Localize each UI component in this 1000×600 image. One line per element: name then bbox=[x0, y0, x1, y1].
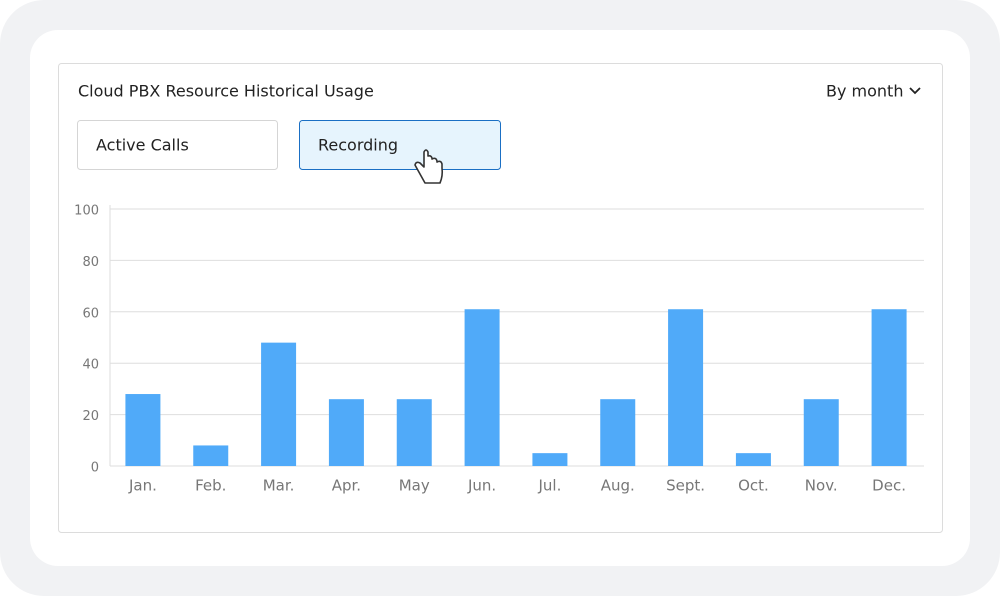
tab-label[interactable]: Recording bbox=[318, 136, 398, 155]
bar bbox=[871, 309, 907, 466]
y-tick-label: 40 bbox=[82, 358, 99, 373]
x-tick-label: Aug. bbox=[601, 477, 635, 495]
tab-active[interactable] bbox=[299, 120, 501, 170]
y-tick-label: 80 bbox=[82, 255, 99, 270]
x-tick-label: Jun. bbox=[467, 477, 496, 495]
y-tick-label: 100 bbox=[74, 204, 99, 219]
x-tick-label: May bbox=[399, 477, 430, 495]
bar bbox=[125, 394, 161, 466]
bar bbox=[328, 399, 364, 466]
bar bbox=[735, 453, 771, 466]
x-tick-label: Oct. bbox=[738, 477, 769, 495]
x-tick-label: Mar. bbox=[263, 477, 295, 495]
bar bbox=[600, 399, 636, 466]
tab[interactable] bbox=[77, 120, 278, 170]
chart-title: Cloud PBX Resource Historical Usage bbox=[78, 82, 374, 101]
period-dropdown[interactable]: By month bbox=[826, 82, 903, 101]
bar bbox=[803, 399, 839, 466]
x-tick-label: Feb. bbox=[195, 477, 226, 495]
x-tick-label: Nov. bbox=[805, 477, 838, 495]
x-tick-label: Dec. bbox=[872, 477, 906, 495]
bar bbox=[464, 309, 500, 466]
y-tick-label: 20 bbox=[82, 409, 99, 424]
x-tick-label: Apr. bbox=[332, 477, 361, 495]
tab-label[interactable]: Active Calls bbox=[96, 136, 189, 155]
chart: 0 20 40 60 80 100 Jan. Feb. Mar. Apr. May Jun. Jul. A… bbox=[74, 204, 924, 495]
x-tick-label: Sept. bbox=[666, 477, 705, 495]
bar bbox=[532, 453, 568, 466]
bar bbox=[193, 445, 229, 466]
x-tick-label: Jan. bbox=[128, 477, 157, 495]
bar bbox=[261, 342, 297, 466]
cursor bbox=[414, 149, 444, 184]
bar bbox=[396, 399, 432, 466]
y-tick-label: 0 bbox=[91, 461, 99, 476]
bar bbox=[668, 309, 704, 466]
dropdown-chevron[interactable] bbox=[909, 87, 921, 95]
x-tick-label: Jul. bbox=[537, 477, 561, 495]
y-tick-label: 60 bbox=[82, 306, 99, 321]
